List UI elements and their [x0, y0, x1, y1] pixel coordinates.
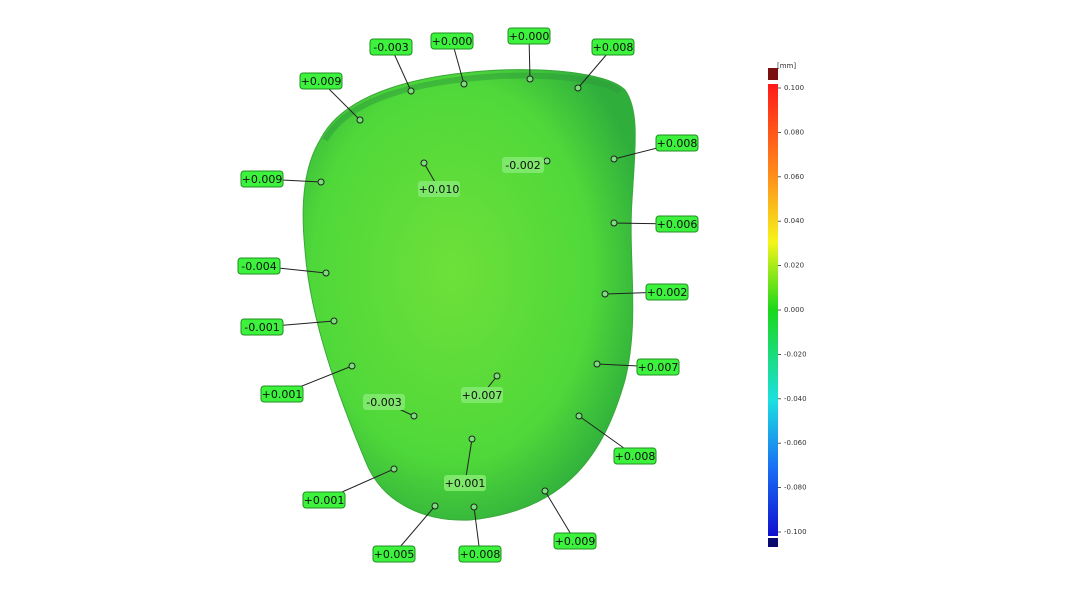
probe-point [460, 80, 468, 88]
probe-point [541, 487, 549, 495]
probe-point [420, 159, 428, 167]
overflow-high [768, 68, 778, 80]
probe-point [493, 372, 501, 380]
probe-point [317, 178, 325, 186]
deviation-label: +0.001 [445, 477, 486, 490]
probe-point [356, 116, 364, 124]
scale-unit: [mm] [777, 62, 796, 70]
deviation-label: +0.008 [460, 548, 501, 561]
label-box [369, 38, 413, 56]
annotations: -0.003 +0.000 +0.000 +0.008 +0.009 +0.009 +0.0… [237, 27, 699, 563]
probe-point [407, 87, 415, 95]
deviation-label: +0.005 [374, 548, 415, 561]
deviation-label: +0.008 [593, 41, 634, 54]
surface-rim [322, 72, 622, 142]
probe-point [431, 502, 439, 510]
probe-point [330, 317, 338, 325]
label-box [240, 170, 284, 188]
label-box [655, 215, 699, 233]
probe-point [543, 157, 551, 165]
probe-point [390, 465, 398, 473]
tick-label: -0.100 [784, 528, 807, 536]
deviation-label: +0.001 [262, 388, 303, 401]
label-box [260, 385, 304, 403]
deviation-label: +0.001 [304, 494, 345, 507]
deviation-label: +0.006 [657, 218, 698, 231]
deviation-label: +0.009 [242, 173, 283, 186]
probe-point [526, 75, 534, 83]
label-box [507, 27, 551, 45]
label-box [418, 181, 460, 197]
tick-label: 0.100 [784, 84, 804, 92]
deviation-label: -0.004 [241, 260, 276, 273]
label-box [636, 358, 680, 376]
scanned-surface [302, 69, 636, 521]
label-box [240, 318, 284, 336]
probe-point [574, 84, 582, 92]
tick-label: -0.060 [784, 439, 807, 447]
tick-label: -0.040 [784, 395, 807, 403]
deviation-label: -0.002 [505, 159, 540, 172]
label-box [237, 257, 281, 275]
color-bar [768, 84, 778, 536]
label-box [461, 387, 503, 403]
deviation-label: +0.002 [647, 286, 688, 299]
label-box [591, 38, 635, 56]
label-box [502, 157, 544, 173]
deviation-label: +0.010 [419, 183, 460, 196]
deviation-label: +0.009 [555, 535, 596, 548]
probe-point [610, 155, 618, 163]
deviation-label: +0.000 [509, 30, 550, 43]
probe-point [470, 503, 478, 511]
probe-point [348, 362, 356, 370]
overflow-low [768, 538, 778, 547]
deviation-label: +0.009 [301, 75, 342, 88]
label-box [655, 134, 699, 152]
probe-point [593, 360, 601, 368]
label-box [363, 394, 405, 410]
tick-label: 0.080 [784, 128, 804, 136]
tick-label: 0.020 [784, 262, 804, 270]
deviation-label: -0.001 [244, 321, 279, 334]
label-box [372, 545, 416, 563]
probe-point [575, 412, 583, 420]
deviation-label: +0.007 [462, 389, 503, 402]
deviation-label: +0.007 [638, 361, 679, 374]
probe-point [468, 435, 476, 443]
label-box [302, 491, 346, 509]
probe-point [322, 269, 330, 277]
label-box [645, 283, 689, 301]
label-box [553, 532, 597, 550]
scale-ticks: 0.100 0.080 0.060 0.040 0.020 0.000 -0.020 -0.0… [778, 84, 807, 536]
label-box [430, 32, 474, 50]
probe-point [410, 412, 418, 420]
probe-point [610, 219, 618, 227]
deviation-label: +0.008 [615, 450, 656, 463]
label-box [613, 447, 657, 465]
tick-label: -0.020 [784, 350, 807, 358]
deviation-label: +0.000 [432, 35, 473, 48]
probe-point [601, 290, 609, 298]
label-box [299, 72, 343, 90]
tick-label: -0.080 [784, 484, 807, 492]
tick-label: 0.000 [784, 306, 804, 314]
tick-label: 0.040 [784, 217, 804, 225]
deviation-label: -0.003 [366, 396, 401, 409]
tick-label: 0.060 [784, 173, 804, 181]
deviation-label: +0.008 [657, 137, 698, 150]
label-box [458, 545, 502, 563]
label-box [444, 475, 486, 491]
deviation-label: -0.003 [373, 41, 408, 54]
